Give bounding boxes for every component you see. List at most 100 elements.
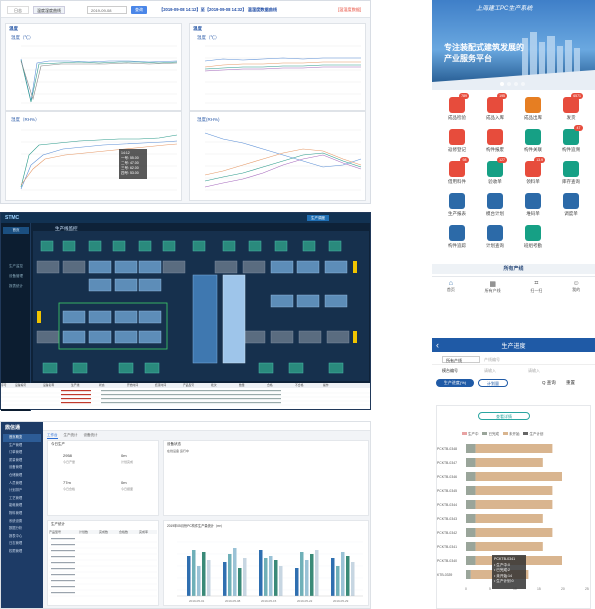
shortcut-label: 调度单 bbox=[564, 211, 578, 216]
bar-pending[interactable] bbox=[475, 514, 543, 523]
dash-nav-item[interactable]: 订单管理 bbox=[9, 450, 23, 455]
nav-label: 扫一扫 bbox=[530, 288, 543, 293]
bar-done[interactable] bbox=[466, 542, 476, 551]
tab-log[interactable]: 日志 bbox=[7, 6, 29, 14]
search-button[interactable]: Q 查询 bbox=[542, 380, 556, 385]
dash-nav-item[interactable]: 物料管理 bbox=[9, 510, 23, 515]
back-icon[interactable]: ‹ bbox=[436, 340, 439, 350]
tooltip-line: PCKTB-0341 bbox=[494, 557, 516, 561]
bar-pending[interactable] bbox=[475, 486, 553, 495]
bar-pending[interactable] bbox=[475, 472, 562, 481]
dash-nav-item[interactable]: 生产管理 bbox=[9, 442, 23, 447]
bar-pending[interactable] bbox=[475, 528, 553, 537]
plan-button[interactable]: 计划量 bbox=[478, 379, 508, 387]
dash-nav-item[interactable]: 质量管理 bbox=[9, 457, 23, 462]
nav-lines[interactable]: ▦ 所有产线 bbox=[485, 277, 501, 300]
app-shortcut[interactable]: 模台计划 bbox=[482, 193, 508, 217]
nav-home[interactable]: ⌂ 首页 bbox=[447, 277, 455, 300]
shortcut-icon: 47 bbox=[563, 125, 583, 145]
bar-pending[interactable] bbox=[475, 500, 553, 509]
dot[interactable] bbox=[514, 82, 518, 86]
line-select[interactable]: 所有产线 bbox=[442, 356, 480, 363]
query-button[interactable]: 查询 bbox=[131, 6, 147, 14]
nav-mine[interactable]: ☺ 我的 bbox=[572, 277, 580, 300]
tooltip-line: 一号: 55.00 bbox=[121, 156, 139, 160]
dash-nav-item[interactable]: 仓储管理 bbox=[9, 472, 23, 477]
dash-nav-item[interactable]: 人员管理 bbox=[9, 480, 23, 485]
bar-done[interactable] bbox=[466, 486, 476, 495]
dash-nav-item[interactable]: 设备管理 bbox=[9, 465, 23, 470]
legend-item: 生产计划 bbox=[523, 432, 543, 437]
latest-link[interactable]: [温湿度数据] bbox=[338, 7, 362, 12]
bar-done[interactable] bbox=[466, 500, 476, 509]
bar-pending[interactable] bbox=[475, 444, 553, 453]
dot[interactable] bbox=[521, 82, 525, 86]
dash-nav-item[interactable]: 计划排产 bbox=[9, 488, 23, 493]
app-shortcut[interactable]: 生产报表 bbox=[444, 193, 470, 217]
dash-nav-item[interactable]: 报表中心 bbox=[9, 533, 23, 538]
dash-nav-item[interactable]: 数据分析 bbox=[9, 526, 23, 531]
app-shortcut[interactable]: 47 构件追溯 bbox=[558, 125, 584, 153]
bar-done[interactable] bbox=[466, 528, 476, 537]
app-shortcut[interactable]: 构件报废 bbox=[482, 129, 508, 153]
dash-nav-item[interactable]: 系统设置 bbox=[9, 518, 23, 523]
dash-nav-item[interactable]: 工艺管理 bbox=[9, 495, 23, 500]
dash-tab[interactable]: 生产统计 bbox=[63, 433, 78, 437]
mold-input[interactable]: 请输入 bbox=[484, 368, 496, 373]
bar-pending[interactable] bbox=[475, 458, 543, 467]
reset-button[interactable]: 重置 bbox=[566, 380, 575, 385]
app-shortcut[interactable]: 堆码单 bbox=[520, 193, 546, 217]
mold-input2[interactable]: 请输入 bbox=[528, 368, 540, 373]
bar bbox=[202, 552, 206, 596]
dot[interactable] bbox=[507, 82, 511, 86]
shortcut-label: 生产报表 bbox=[448, 211, 466, 216]
nav-scan[interactable]: ⌗ 扫一扫 bbox=[530, 277, 542, 300]
bar-done[interactable] bbox=[466, 472, 476, 481]
app-shortcut[interactable]: 调度单 bbox=[558, 193, 584, 217]
card-title-tr: 温度 bbox=[193, 26, 202, 31]
bar-done[interactable] bbox=[466, 458, 476, 467]
app-shortcut[interactable]: 构件关联 bbox=[520, 129, 546, 153]
shortcut-icon bbox=[525, 225, 541, 241]
dash-nav-item[interactable]: 首页概览 bbox=[3, 434, 41, 442]
bar-done[interactable] bbox=[466, 514, 476, 523]
scada-menu-report[interactable]: 报表统计 bbox=[9, 284, 23, 288]
app-shortcut[interactable]: 6571 发货 bbox=[558, 93, 584, 121]
scada-menu-home[interactable]: 首页 bbox=[3, 227, 29, 234]
app-shortcut[interactable]: 构件追踪 bbox=[444, 225, 470, 249]
shortcut-label: 模台计划 bbox=[486, 211, 504, 216]
app-shortcut[interactable]: 13.9 领料单 bbox=[520, 157, 546, 185]
dash-nav-item[interactable]: 能耗管理 bbox=[9, 503, 23, 508]
date-input[interactable]: 2019-09-08 bbox=[87, 6, 127, 14]
app-shortcut[interactable]: 成品出库 bbox=[520, 97, 546, 121]
scada-header bbox=[1, 213, 370, 223]
app-shortcut[interactable]: 计划查询 bbox=[482, 225, 508, 249]
app-shortcut[interactable]: 返修登记 bbox=[444, 129, 470, 153]
dash-tab[interactable]: 工作台 bbox=[47, 433, 58, 439]
shortcut-label: 成品入库 bbox=[486, 115, 504, 120]
scada-panel-button[interactable]: 生产调度 bbox=[307, 215, 329, 221]
app-shortcut[interactable]: 库存查询 bbox=[558, 161, 584, 185]
progress-button[interactable]: 生产进度(%) bbox=[436, 379, 474, 387]
bar-pending[interactable] bbox=[475, 542, 543, 551]
dash-nav-item[interactable]: 日志管理 bbox=[9, 541, 23, 546]
dash-tab[interactable]: 设备统计 bbox=[83, 433, 98, 437]
app-shortcut[interactable]: 195 成品入库 bbox=[482, 93, 508, 121]
details-button[interactable]: 查看详情 bbox=[478, 412, 530, 420]
scada-menu-device[interactable]: 设备管理 bbox=[9, 274, 23, 278]
bar-done[interactable] bbox=[466, 570, 471, 579]
count-badge: 789 bbox=[459, 93, 469, 99]
app-shortcut[interactable]: 789 成品检验 bbox=[444, 93, 470, 121]
app-shortcut[interactable]: 127 验收单 bbox=[482, 157, 508, 185]
banner-dots bbox=[500, 82, 525, 86]
scada-menu-monitor[interactable]: 生产监控 bbox=[9, 264, 23, 268]
bar-done[interactable] bbox=[466, 444, 476, 453]
app-shortcut[interactable]: 98 借用料件 bbox=[444, 157, 470, 185]
tab-curve[interactable]: 温度湿度曲线 bbox=[33, 6, 65, 14]
dash-nav-item[interactable]: 权限管理 bbox=[9, 548, 23, 553]
dot[interactable] bbox=[500, 82, 504, 86]
user-icon: ☺ bbox=[572, 280, 580, 287]
bar-done[interactable] bbox=[466, 556, 476, 565]
line-no-input[interactable]: 产线编号 bbox=[484, 357, 500, 362]
app-shortcut[interactable]: 班组考勤 bbox=[520, 225, 546, 249]
